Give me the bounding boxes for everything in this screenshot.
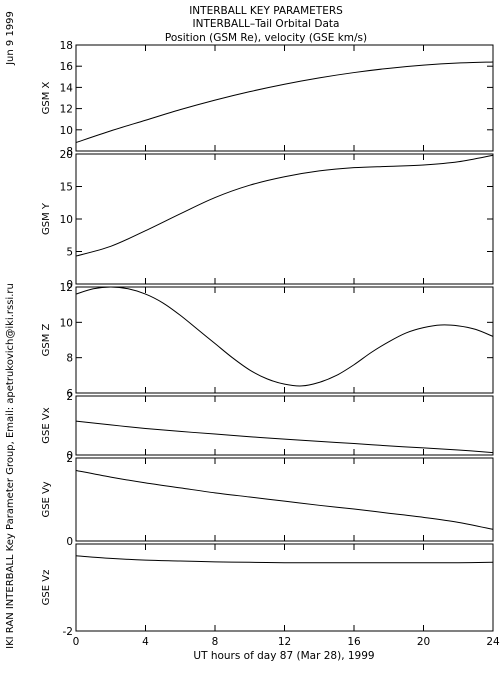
panel-2-series-line [75,154,494,257]
x-tick-label: 12 [278,636,291,648]
print-date: Jun 9 1999 [5,11,16,66]
panel-1-y-tick-label: 10 [60,125,73,137]
panel-6-y-tick-label: -2 [63,626,73,638]
panel-5-y-tick-label: 2 [66,453,73,465]
x-tick-label: 16 [347,636,361,648]
panel-3-frame [75,286,494,394]
panel-5-y-axis-label: GSE Vy [41,481,52,517]
x-tick-label: 20 [417,636,430,648]
panel-2-y-tick-label: 20 [60,149,73,161]
figure-title: INTERBALL KEY PARAMETERS [189,5,343,17]
panel-4-y-tick-label: 0 [66,450,73,462]
panel-6-y-axis-label: GSE Vz [41,570,52,606]
panel-1-y-tick-label: 12 [60,104,73,116]
panel-1-frame [75,44,494,152]
x-axis-label: UT hours of day 87 (Mar 28), 1999 [193,650,374,662]
panel-2-frame [75,153,494,285]
panel-1-y-tick-label: 8 [66,146,73,158]
panel-4-frame [75,395,494,456]
panel-3-y-tick-label: 8 [66,353,73,365]
credit-line: IKI RAN INTERBALL Key Parameter Group, E… [5,283,16,649]
panel-2-y-tick-label: 10 [60,214,73,226]
panel-2-y-axis-label: GSM Y [41,202,52,235]
panel-6-series-line [75,555,494,564]
figure-subtitle: INTERBALL–Tail Orbital Data [193,18,340,30]
x-tick-label: 24 [486,636,500,648]
panel-5-y-tick-label: 0 [66,536,73,548]
panel-4-series-line [75,420,494,454]
panel-3-y-tick-label: 6 [66,388,73,400]
x-tick-label: 8 [212,636,219,648]
panel-1-y-tick-label: 16 [60,61,74,73]
panel-4-y-tick-label: 2 [66,391,73,403]
panel-6-frame [75,543,494,632]
panel-5-series-line [75,469,494,530]
panel-2-y-tick-label: 15 [60,182,73,194]
panel-3-series-line [75,286,494,387]
x-tick-label: 4 [142,636,149,648]
figure-units-caption: Position (GSM Re), velocity (GSE km/s) [165,32,367,44]
panel-4-y-axis-label: GSE Vx [41,407,52,443]
panel-3-y-axis-label: GSM Z [41,323,52,356]
panel-1-y-axis-label: GSM X [41,81,52,114]
panel-1-y-tick-label: 14 [60,82,74,94]
panel-5-frame [75,457,494,542]
panel-1-series-line [75,61,494,143]
x-tick-label: 0 [73,636,80,648]
panel-1-y-tick-label: 18 [60,40,73,52]
panel-3-y-tick-label: 12 [60,282,73,294]
panel-2-y-tick-label: 5 [66,247,73,259]
panel-3-y-tick-label: 10 [60,317,73,329]
panel-2-y-tick-label: 0 [66,279,73,291]
